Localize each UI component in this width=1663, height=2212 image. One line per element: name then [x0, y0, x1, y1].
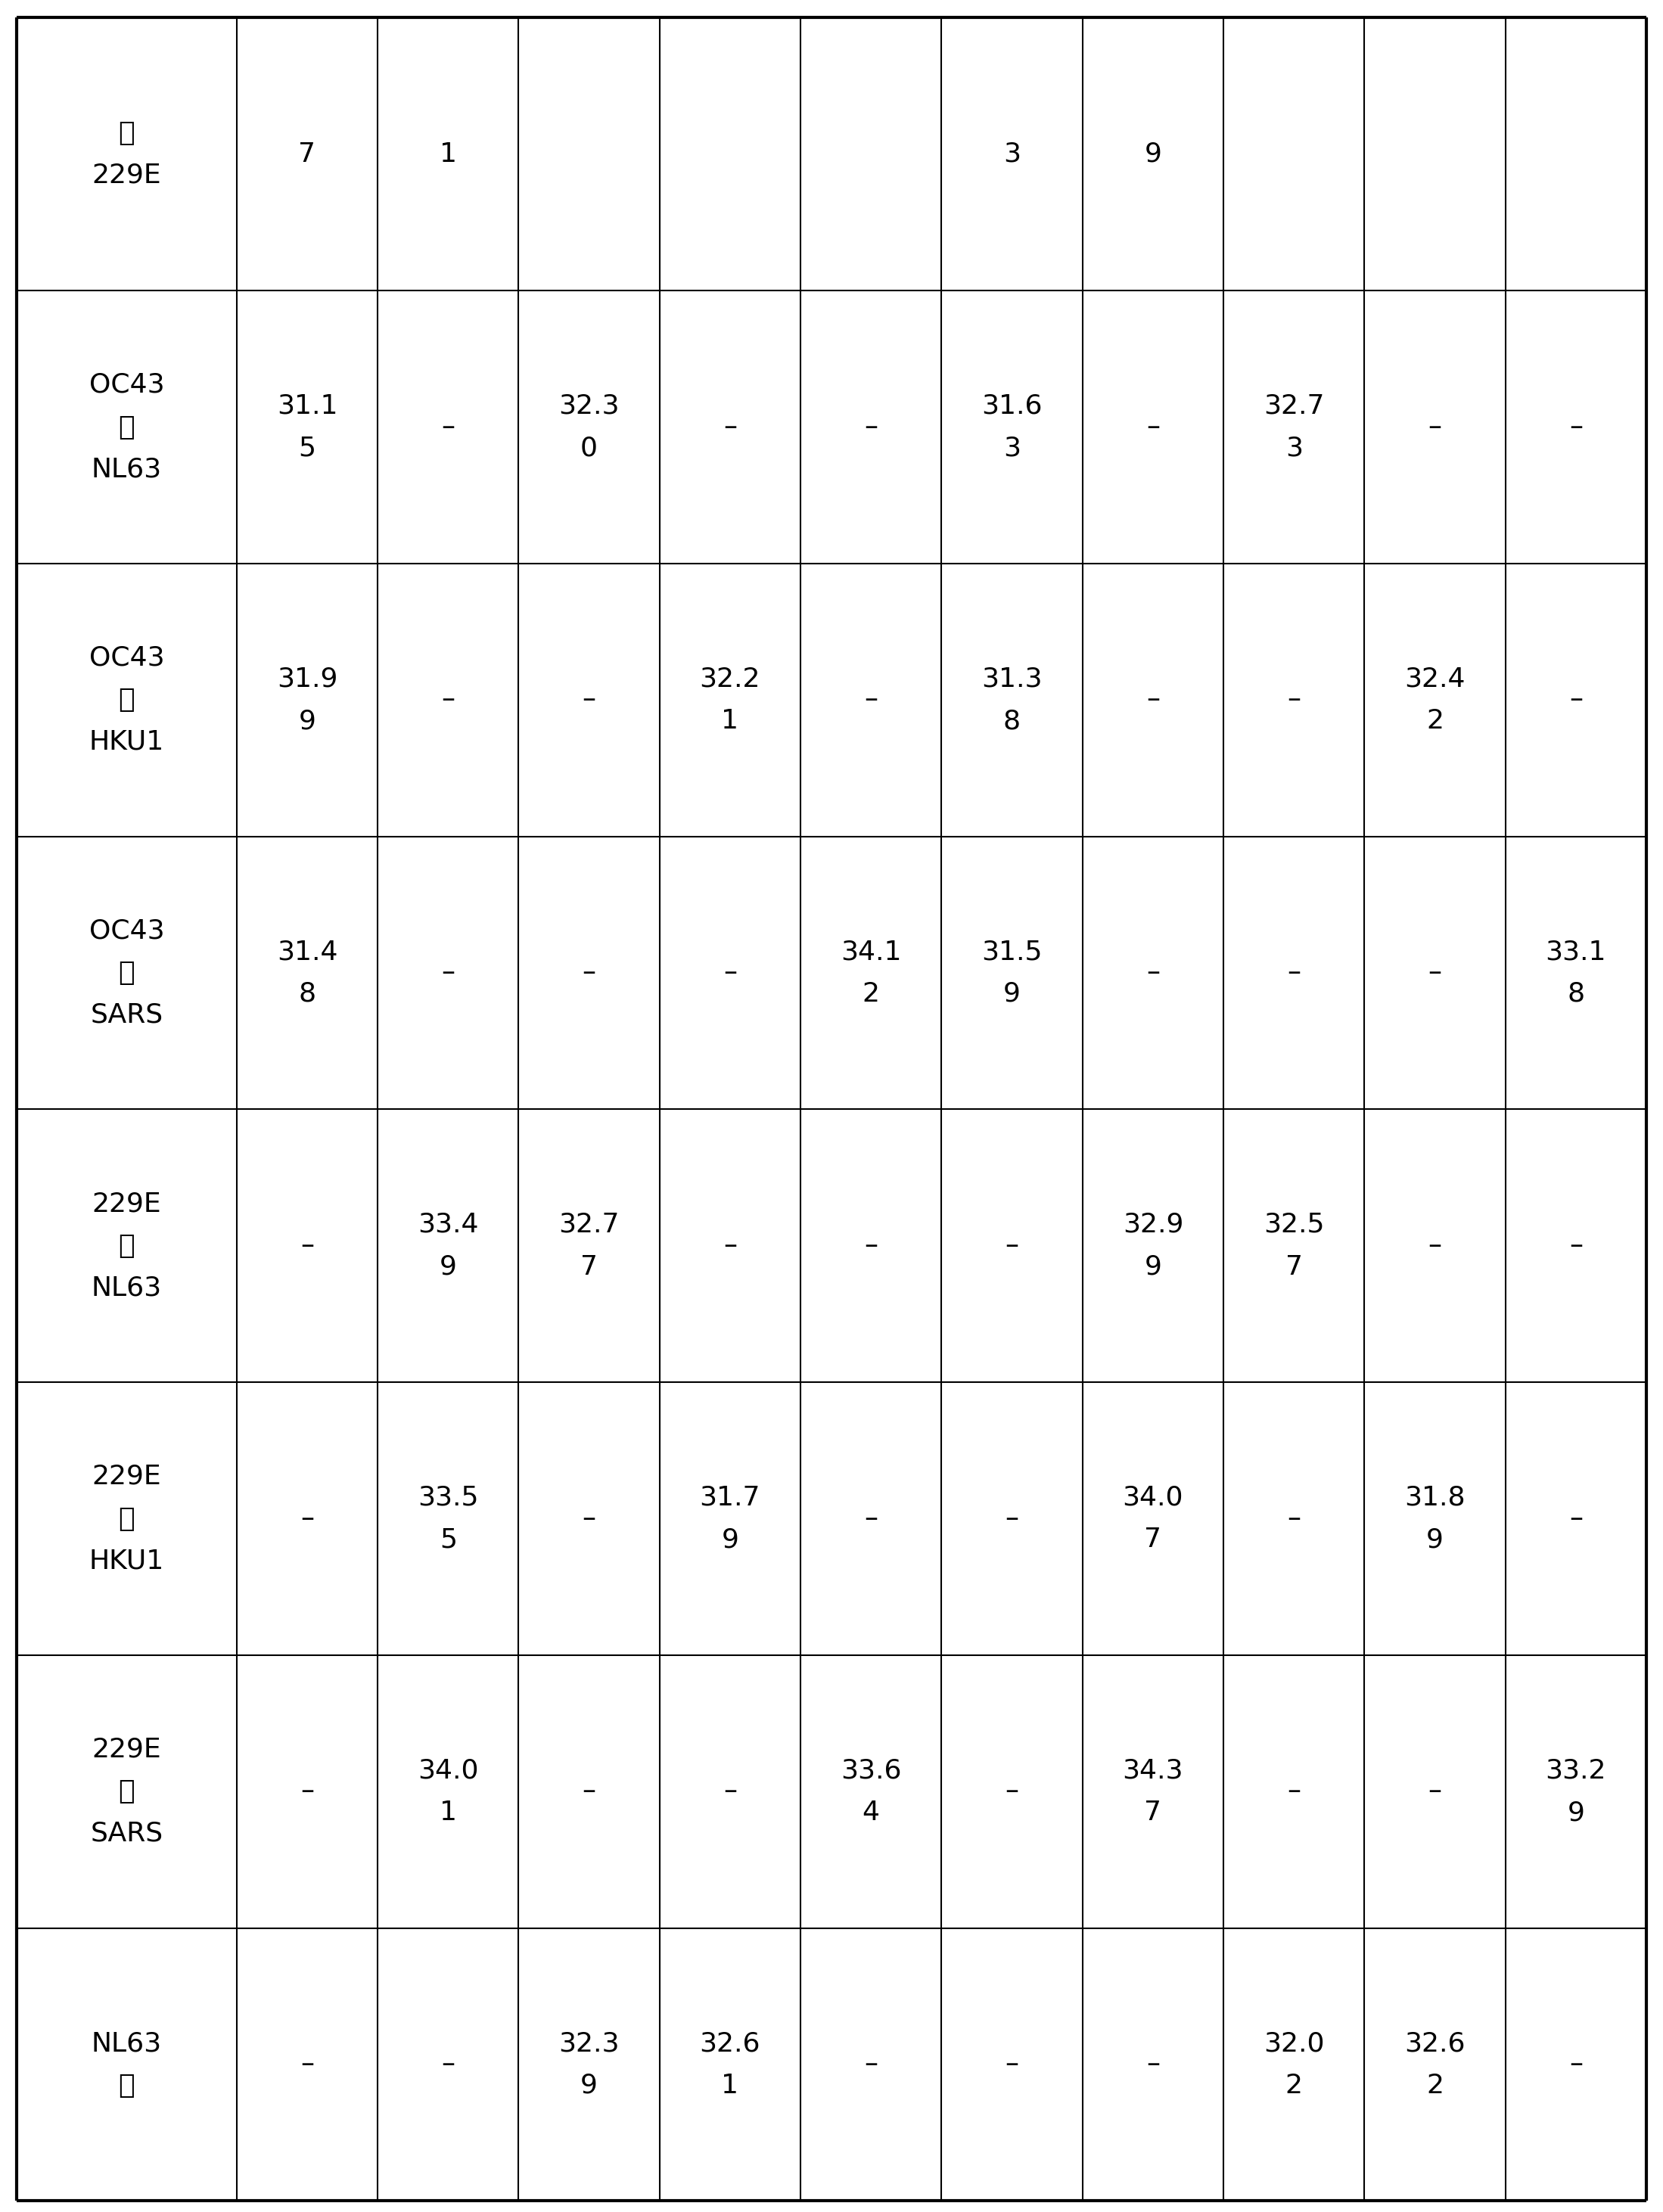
Text: –: – [1429, 960, 1442, 987]
Text: –: – [582, 960, 595, 987]
Text: –: – [582, 1506, 595, 1531]
Text: –: – [865, 1506, 878, 1531]
Text: –: – [723, 960, 737, 987]
Text: –: – [865, 414, 878, 440]
Text: –: – [1287, 960, 1300, 987]
Text: –: – [1570, 1232, 1583, 1259]
Text: 32.4
2: 32.4 2 [1405, 666, 1465, 734]
Text: –: – [301, 1506, 314, 1531]
Text: –: – [1146, 960, 1159, 987]
Text: 31.1
5: 31.1 5 [276, 394, 338, 460]
Text: –: – [865, 1232, 878, 1259]
Text: 31.5
9: 31.5 9 [981, 938, 1043, 1006]
Text: 33.2
9: 33.2 9 [1545, 1759, 1606, 1825]
Text: 3: 3 [1003, 142, 1021, 168]
Text: 31.8
9: 31.8 9 [1405, 1484, 1465, 1553]
Text: –: – [441, 2051, 456, 2077]
Text: –: – [723, 1232, 737, 1259]
Text: –: – [1146, 2051, 1159, 2077]
Text: 32.2
1: 32.2 1 [700, 666, 760, 734]
Text: –: – [1146, 414, 1159, 440]
Text: 33.1
8: 33.1 8 [1545, 938, 1606, 1006]
Text: 32.3
0: 32.3 0 [559, 394, 620, 460]
Text: 229E
和
NL63: 229E 和 NL63 [91, 1190, 161, 1301]
Text: OC43
和
HKU1: OC43 和 HKU1 [88, 646, 165, 754]
Text: 33.4
9: 33.4 9 [417, 1212, 479, 1281]
Text: 32.0
2: 32.0 2 [1264, 2031, 1324, 2099]
Text: 33.6
4: 33.6 4 [840, 1759, 901, 1825]
Text: –: – [723, 1778, 737, 1805]
Text: 33.5
5: 33.5 5 [417, 1484, 479, 1553]
Text: 32.7
3: 32.7 3 [1264, 394, 1324, 460]
Text: 229E
和
HKU1: 229E 和 HKU1 [90, 1464, 165, 1573]
Text: –: – [441, 414, 456, 440]
Text: –: – [1570, 414, 1583, 440]
Text: 31.4
8: 31.4 8 [276, 938, 338, 1006]
Text: –: – [1287, 1778, 1300, 1805]
Text: –: – [1570, 1506, 1583, 1531]
Text: –: – [723, 414, 737, 440]
Text: –: – [441, 960, 456, 987]
Text: –: – [301, 1232, 314, 1259]
Text: 32.6
1: 32.6 1 [700, 2031, 760, 2099]
Text: 31.3
8: 31.3 8 [981, 666, 1043, 734]
Text: 32.6
2: 32.6 2 [1405, 2031, 1465, 2099]
Text: 32.9
9: 32.9 9 [1123, 1212, 1184, 1281]
Text: 34.0
1: 34.0 1 [417, 1759, 479, 1825]
Text: 229E
和
SARS: 229E 和 SARS [90, 1736, 163, 1847]
Text: 和
229E: 和 229E [91, 119, 161, 188]
Text: –: – [1570, 2051, 1583, 2077]
Text: 31.7
9: 31.7 9 [700, 1484, 760, 1553]
Text: 32.5
7: 32.5 7 [1264, 1212, 1324, 1281]
Text: 31.6
3: 31.6 3 [981, 394, 1043, 460]
Text: 1: 1 [439, 142, 457, 168]
Text: 34.3
7: 34.3 7 [1123, 1759, 1184, 1825]
Text: –: – [1429, 1232, 1442, 1259]
Text: –: – [582, 688, 595, 712]
Text: –: – [1429, 1778, 1442, 1805]
Text: –: – [1429, 414, 1442, 440]
Text: –: – [1004, 1506, 1019, 1531]
Text: 32.3
9: 32.3 9 [559, 2031, 620, 2099]
Text: NL63
和: NL63 和 [91, 2031, 161, 2099]
Text: 32.7
7: 32.7 7 [559, 1212, 620, 1281]
Text: 34.0
7: 34.0 7 [1123, 1484, 1184, 1553]
Text: 9: 9 [1144, 142, 1162, 168]
Text: –: – [865, 2051, 878, 2077]
Text: 34.1
2: 34.1 2 [840, 938, 901, 1006]
Text: 31.9
9: 31.9 9 [276, 666, 338, 734]
Text: –: – [1004, 1778, 1019, 1805]
Text: –: – [865, 688, 878, 712]
Text: –: – [582, 1778, 595, 1805]
Text: OC43
和
SARS: OC43 和 SARS [88, 918, 165, 1029]
Text: –: – [1004, 1232, 1019, 1259]
Text: –: – [1004, 2051, 1019, 2077]
Text: –: – [1287, 688, 1300, 712]
Text: OC43
和
NL63: OC43 和 NL63 [88, 372, 165, 482]
Text: –: – [1570, 688, 1583, 712]
Text: –: – [301, 1778, 314, 1805]
Text: –: – [1287, 1506, 1300, 1531]
Text: –: – [1146, 688, 1159, 712]
Text: –: – [301, 2051, 314, 2077]
Text: –: – [441, 688, 456, 712]
Text: 7: 7 [298, 142, 316, 168]
